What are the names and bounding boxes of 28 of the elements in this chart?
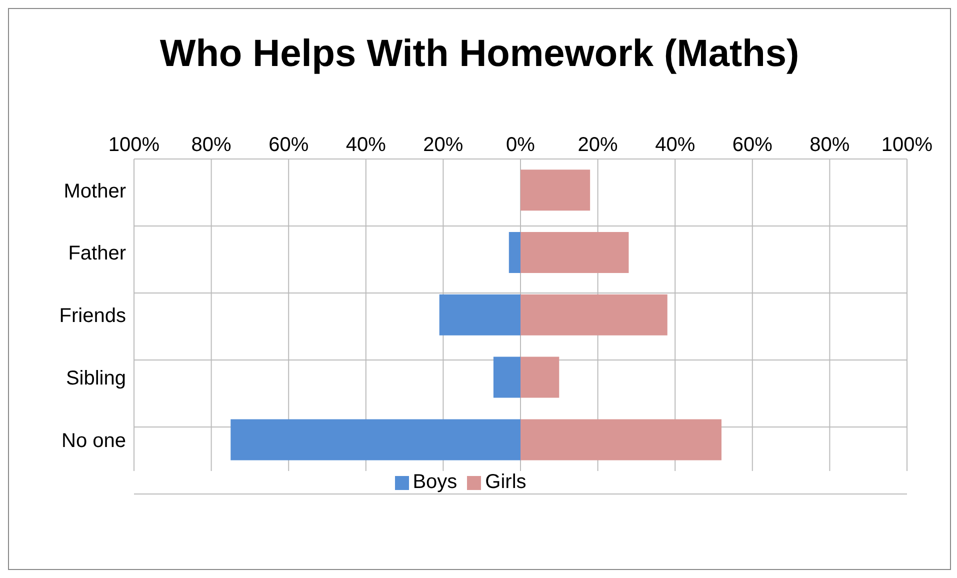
x-tick-label: 20%: [578, 134, 618, 156]
x-tick-label: 60%: [268, 134, 309, 156]
y-tick-label: Mother: [64, 180, 126, 202]
x-tick-label: 60%: [732, 134, 773, 156]
y-tick-label: No one: [62, 430, 126, 452]
x-tick-label: 40%: [346, 134, 386, 156]
bar: [520, 356, 560, 398]
bar: [508, 232, 520, 274]
bar: [520, 232, 629, 274]
legend-label: Girls: [485, 471, 526, 493]
x-tick-label: 20%: [423, 134, 464, 156]
bar: [520, 170, 590, 211]
x-tick-label: 80%: [191, 134, 232, 156]
x-tick-label: 0%: [506, 134, 536, 156]
x-tick-label: 100%: [881, 134, 933, 156]
y-tick-label: Friends: [59, 305, 126, 328]
x-tick-label: 100%: [108, 134, 160, 156]
bar: [230, 419, 520, 460]
y-tick-label: Father: [68, 242, 126, 265]
bar: [493, 356, 520, 398]
bar: [520, 294, 668, 336]
x-tick-label: 80%: [810, 134, 850, 156]
x-tick-label: 40%: [655, 134, 696, 156]
bar: [520, 419, 722, 460]
y-tick-label: Sibling: [66, 368, 126, 390]
bar: [439, 294, 520, 336]
legend-label: Boys: [412, 471, 458, 493]
chart-title: Who Helps With Homework (Maths): [158, 32, 800, 77]
